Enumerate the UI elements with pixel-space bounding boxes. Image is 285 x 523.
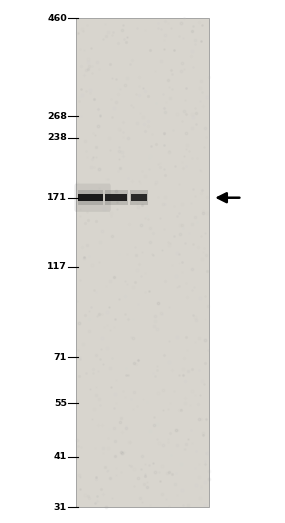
- Text: 268: 268: [47, 112, 67, 121]
- Bar: [78, 194, 103, 201]
- Bar: [131, 194, 147, 201]
- Text: 31: 31: [54, 503, 67, 512]
- Bar: [78, 190, 103, 205]
- Text: 55: 55: [54, 399, 67, 408]
- Bar: [105, 194, 127, 201]
- Text: 171: 171: [47, 193, 67, 202]
- Bar: [105, 190, 128, 205]
- Text: 41: 41: [54, 452, 67, 461]
- Bar: [130, 190, 148, 205]
- FancyBboxPatch shape: [74, 184, 111, 212]
- Text: 71: 71: [54, 353, 67, 361]
- Text: 117: 117: [47, 262, 67, 271]
- Text: 460: 460: [47, 14, 67, 23]
- Bar: [76, 18, 209, 507]
- Text: 238: 238: [47, 133, 67, 142]
